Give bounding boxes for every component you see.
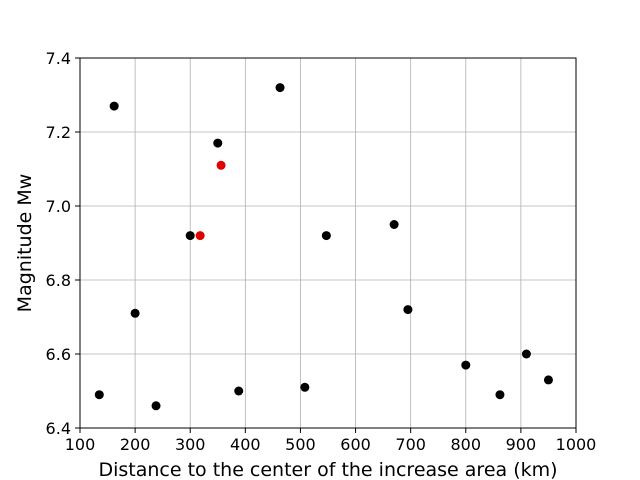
y-tick-label: 6.8 [46, 271, 71, 290]
data-point [213, 138, 223, 148]
data-points [94, 83, 553, 411]
data-point [403, 305, 413, 315]
x-tick-label: 300 [175, 435, 206, 454]
data-point [300, 382, 310, 392]
data-point [109, 101, 119, 111]
x-tick-label: 400 [230, 435, 261, 454]
x-tick-label: 700 [395, 435, 426, 454]
data-point [130, 308, 140, 318]
y-tick-label: 6.4 [46, 419, 71, 438]
axis-ticks: 100 200 300 400 500 600 700 800 900 1000 6.4 6.6 6.8… [46, 49, 597, 454]
x-tick-label: 900 [506, 435, 537, 454]
y-tick-label: 7.2 [46, 123, 71, 142]
x-tick-label: 100 [65, 435, 96, 454]
y-tick-label: 7.4 [46, 49, 71, 68]
y-axis-label: Magnitude Mw [14, 174, 36, 313]
x-tick-label: 200 [120, 435, 151, 454]
data-point [151, 401, 161, 411]
data-point [195, 231, 205, 241]
x-axis-label: Distance to the center of the increase a… [98, 459, 557, 480]
grid-lines [79, 57, 577, 429]
data-point [521, 349, 531, 359]
data-point [389, 220, 399, 229]
data-point [543, 375, 553, 385]
x-tick-label: 600 [340, 435, 371, 454]
data-point [94, 390, 104, 400]
x-tick-label: 500 [285, 435, 316, 454]
plot-frame [79, 57, 577, 429]
data-point [495, 390, 505, 400]
y-tick-label: 6.6 [46, 345, 71, 364]
data-point [461, 360, 471, 370]
x-tick-label: 1000 [556, 435, 597, 454]
data-point [234, 386, 244, 396]
data-point [216, 160, 226, 170]
data-point [185, 231, 195, 241]
data-point [275, 83, 285, 93]
x-tick-label: 800 [451, 435, 482, 454]
data-point [321, 231, 331, 241]
y-tick-label: 7.0 [46, 197, 71, 216]
